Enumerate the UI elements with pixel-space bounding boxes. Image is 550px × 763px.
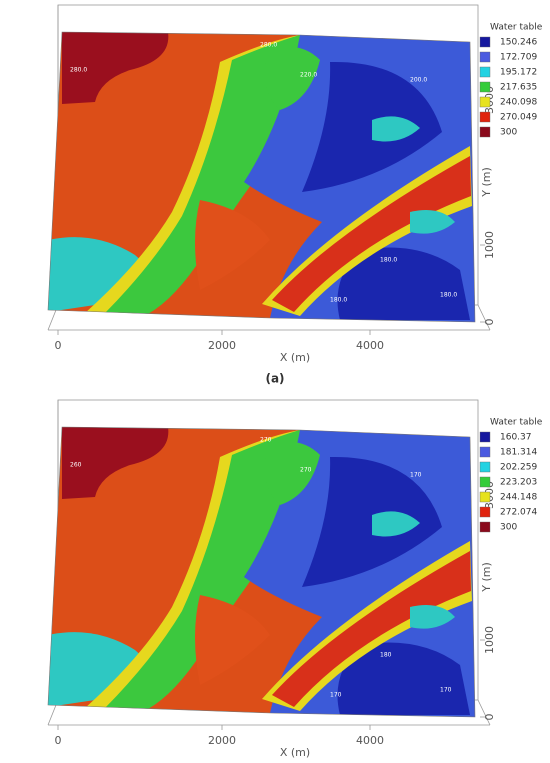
panels: 280.0 280.0 220.0 200.0 180.0 180.0 180.0 0 2000… [40, 4, 543, 759]
x-axis-label: X (m) [280, 351, 310, 364]
contour-label: 280.0 [260, 42, 277, 49]
legend-swatch [479, 491, 491, 503]
legend-swatch [479, 96, 491, 108]
legend-swatch [479, 111, 491, 123]
legend-swatch [479, 126, 491, 138]
contour-label: 180.0 [380, 257, 397, 264]
legend-label: 300 [500, 128, 517, 138]
y-axis-label: Y (m) [480, 562, 493, 593]
legend-swatch [479, 506, 491, 518]
contour-label: 170 [330, 692, 342, 699]
contour-label: 260 [70, 462, 82, 469]
contour-label: 180.0 [330, 297, 347, 304]
legend-label: 195.172 [500, 68, 537, 78]
y-tick-label: 1000 [483, 626, 496, 654]
legend-label: 300 [500, 523, 517, 533]
legend-swatch [479, 461, 491, 473]
x-tick-label: 2000 [208, 734, 236, 747]
legend-swatch [479, 81, 491, 93]
contour-label: 170 [440, 687, 452, 694]
legend-title: Water table [490, 23, 543, 33]
y-tick-label: 0 [483, 714, 496, 721]
legend: Water table 160.37 181.314 202.259 223.203 24… [479, 418, 543, 533]
legend-label: 270.049 [500, 113, 537, 123]
legend-label: 181.314 [500, 448, 537, 458]
contour-label: 220.0 [300, 72, 317, 79]
legend-title: Water table [490, 418, 543, 428]
contour-label: 180.0 [440, 292, 457, 299]
contour-label: 280.0 [70, 67, 87, 74]
legend-label: 172.709 [500, 53, 537, 63]
legend-swatch [479, 431, 491, 443]
legend-label: 160.37 [500, 433, 532, 443]
contour-label: 170 [410, 472, 422, 479]
x-tick-label: 4000 [356, 339, 384, 352]
y-axis-label: Y (m) [480, 167, 493, 198]
y-tick-label: 0 [483, 319, 496, 326]
panel: 260 270 270 170 180 170 170 0 2000 4000 X (m) 0 1000… [40, 399, 543, 759]
contour-label: 200.0 [410, 77, 427, 84]
y-tick-label: 1000 [483, 231, 496, 259]
panel: 280.0 280.0 220.0 200.0 180.0 180.0 180.0 0 2000… [40, 4, 543, 386]
legend-label: 150.246 [500, 38, 537, 48]
legend-swatch [479, 521, 491, 533]
x-tick-label: 4000 [356, 734, 384, 747]
legend-label: 202.259 [500, 463, 537, 473]
legend-label: 217.635 [500, 83, 537, 93]
x-tick-label: 2000 [208, 339, 236, 352]
frame-edge [477, 699, 491, 726]
legend-swatch [479, 51, 491, 63]
legend-label: 223.203 [500, 478, 537, 488]
contour-label: 180 [380, 652, 392, 659]
contour-label: 270 [260, 437, 272, 444]
legend: Water table 150.246 172.709 195.172 217.635 2… [479, 23, 543, 138]
surface [40, 425, 480, 725]
surface [40, 30, 480, 330]
legend-swatch [479, 476, 491, 488]
x-tick-label: 0 [55, 734, 62, 747]
panel-label: (a) [265, 372, 284, 386]
legend-swatch [479, 66, 491, 78]
legend-swatch [479, 36, 491, 48]
x-axis-label: X (m) [280, 746, 310, 759]
legend-label: 272.074 [500, 508, 537, 518]
frame-edge [477, 304, 491, 331]
x-tick-label: 0 [55, 339, 62, 352]
legend-swatch [479, 446, 491, 458]
legend-label: 244.148 [500, 493, 537, 503]
legend-label: 240.098 [500, 98, 537, 108]
contour-label: 270 [300, 467, 312, 474]
